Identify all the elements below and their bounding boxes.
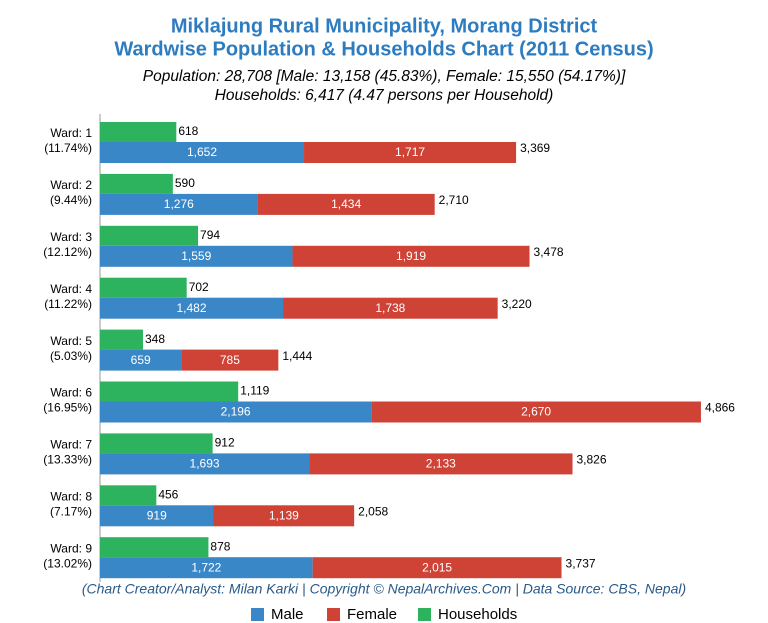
- y-tick-label: (9.44%): [50, 193, 92, 207]
- y-tick-label: (13.33%): [43, 453, 92, 467]
- bar: [213, 505, 355, 527]
- value-label: 1,139: [269, 508, 299, 522]
- value-label: 659: [131, 353, 151, 367]
- y-tick-label: (12.12%): [43, 245, 92, 259]
- value-label: 1,434: [331, 197, 361, 211]
- y-tick-label: Ward: 6: [50, 386, 92, 400]
- bar: [100, 329, 143, 350]
- total-label: 3,737: [566, 556, 596, 570]
- bar: [100, 349, 182, 371]
- value-label: 912: [215, 436, 235, 450]
- value-label: 785: [220, 353, 240, 367]
- bar: [100, 453, 310, 475]
- bar: [100, 381, 239, 402]
- y-tick-label: Ward: 1: [50, 126, 92, 140]
- bar: [100, 225, 199, 246]
- y-tick-label: (11.74%): [44, 141, 92, 155]
- bar: [181, 349, 279, 371]
- total-label: 1,444: [282, 349, 312, 363]
- chart-title: Wardwise Population & Households Chart (…: [114, 38, 653, 60]
- total-label: 3,369: [520, 141, 550, 155]
- bar: [100, 122, 177, 142]
- total-label: 3,220: [502, 297, 532, 311]
- y-tick-label: Ward: 9: [50, 541, 92, 555]
- bar: [309, 453, 573, 475]
- bar: [100, 485, 157, 506]
- total-label: 2,058: [358, 504, 388, 518]
- value-label: 590: [175, 176, 195, 190]
- bar: [100, 557, 313, 579]
- value-label: 2,133: [426, 457, 456, 471]
- total-label: 2,710: [439, 193, 469, 207]
- value-label: 1,482: [176, 301, 206, 315]
- value-label: 919: [147, 508, 167, 522]
- value-label: 1,722: [191, 560, 221, 574]
- y-tick-label: Ward: 7: [50, 438, 92, 452]
- value-label: 2,670: [521, 405, 551, 419]
- total-label: 4,866: [705, 401, 735, 415]
- bar: [100, 173, 173, 194]
- bar: [312, 557, 562, 579]
- value-label: 1,652: [187, 145, 217, 159]
- legend-label: Female: [347, 606, 397, 623]
- value-label: 1,559: [181, 249, 211, 263]
- legend-label: Households: [438, 606, 517, 623]
- value-label: 618: [178, 124, 198, 138]
- chart-title: Miklajung Rural Municipality, Morang Dis…: [171, 15, 598, 37]
- bar: [304, 142, 517, 163]
- value-label: 1,717: [395, 145, 425, 159]
- y-tick-label: Ward: 5: [50, 334, 92, 348]
- y-tick-label: (16.95%): [43, 401, 92, 415]
- y-tick-label: Ward: 3: [50, 230, 92, 244]
- bar: [100, 505, 214, 527]
- bar: [100, 193, 258, 215]
- legend-swatch: [327, 608, 340, 621]
- total-label: 3,478: [534, 245, 564, 259]
- y-tick-label: (7.17%): [50, 504, 92, 518]
- bar: [100, 142, 305, 163]
- value-label: 878: [210, 539, 230, 553]
- caption: (Chart Creator/Analyst: Milan Karki | Co…: [82, 581, 686, 597]
- y-tick-label: Ward: 4: [50, 282, 92, 296]
- bar: [371, 401, 701, 423]
- bar: [100, 433, 213, 454]
- y-tick-label: (5.03%): [50, 349, 92, 363]
- legend-label: Male: [271, 606, 304, 623]
- y-tick-label: (11.22%): [44, 297, 92, 311]
- bar: [283, 297, 498, 319]
- value-label: 1,119: [240, 384, 269, 398]
- value-label: 348: [145, 332, 165, 346]
- value-label: 1,919: [396, 249, 426, 263]
- bar: [100, 277, 187, 298]
- bar: [100, 401, 372, 423]
- value-label: 794: [200, 228, 220, 242]
- value-label: 2,015: [422, 560, 452, 574]
- bar: [292, 245, 530, 267]
- y-tick-label: Ward: 8: [50, 489, 92, 503]
- value-label: 456: [158, 487, 178, 501]
- legend-swatch: [418, 608, 431, 621]
- subtitle: Households: 6,417 (4.47 persons per Hous…: [215, 87, 554, 104]
- value-label: 1,738: [375, 301, 405, 315]
- value-label: 702: [189, 280, 209, 294]
- bar: [257, 193, 435, 215]
- value-label: 2,196: [221, 405, 251, 419]
- value-label: 1,276: [164, 197, 194, 211]
- bar: [100, 245, 293, 267]
- y-tick-label: Ward: 2: [50, 178, 92, 192]
- legend-swatch: [251, 608, 264, 621]
- bar: [100, 537, 209, 558]
- bar: [100, 297, 284, 319]
- total-label: 3,826: [577, 453, 607, 467]
- subtitle: Population: 28,708 [Male: 13,158 (45.83%…: [143, 68, 626, 85]
- y-tick-label: (13.02%): [43, 556, 92, 570]
- value-label: 1,693: [190, 457, 220, 471]
